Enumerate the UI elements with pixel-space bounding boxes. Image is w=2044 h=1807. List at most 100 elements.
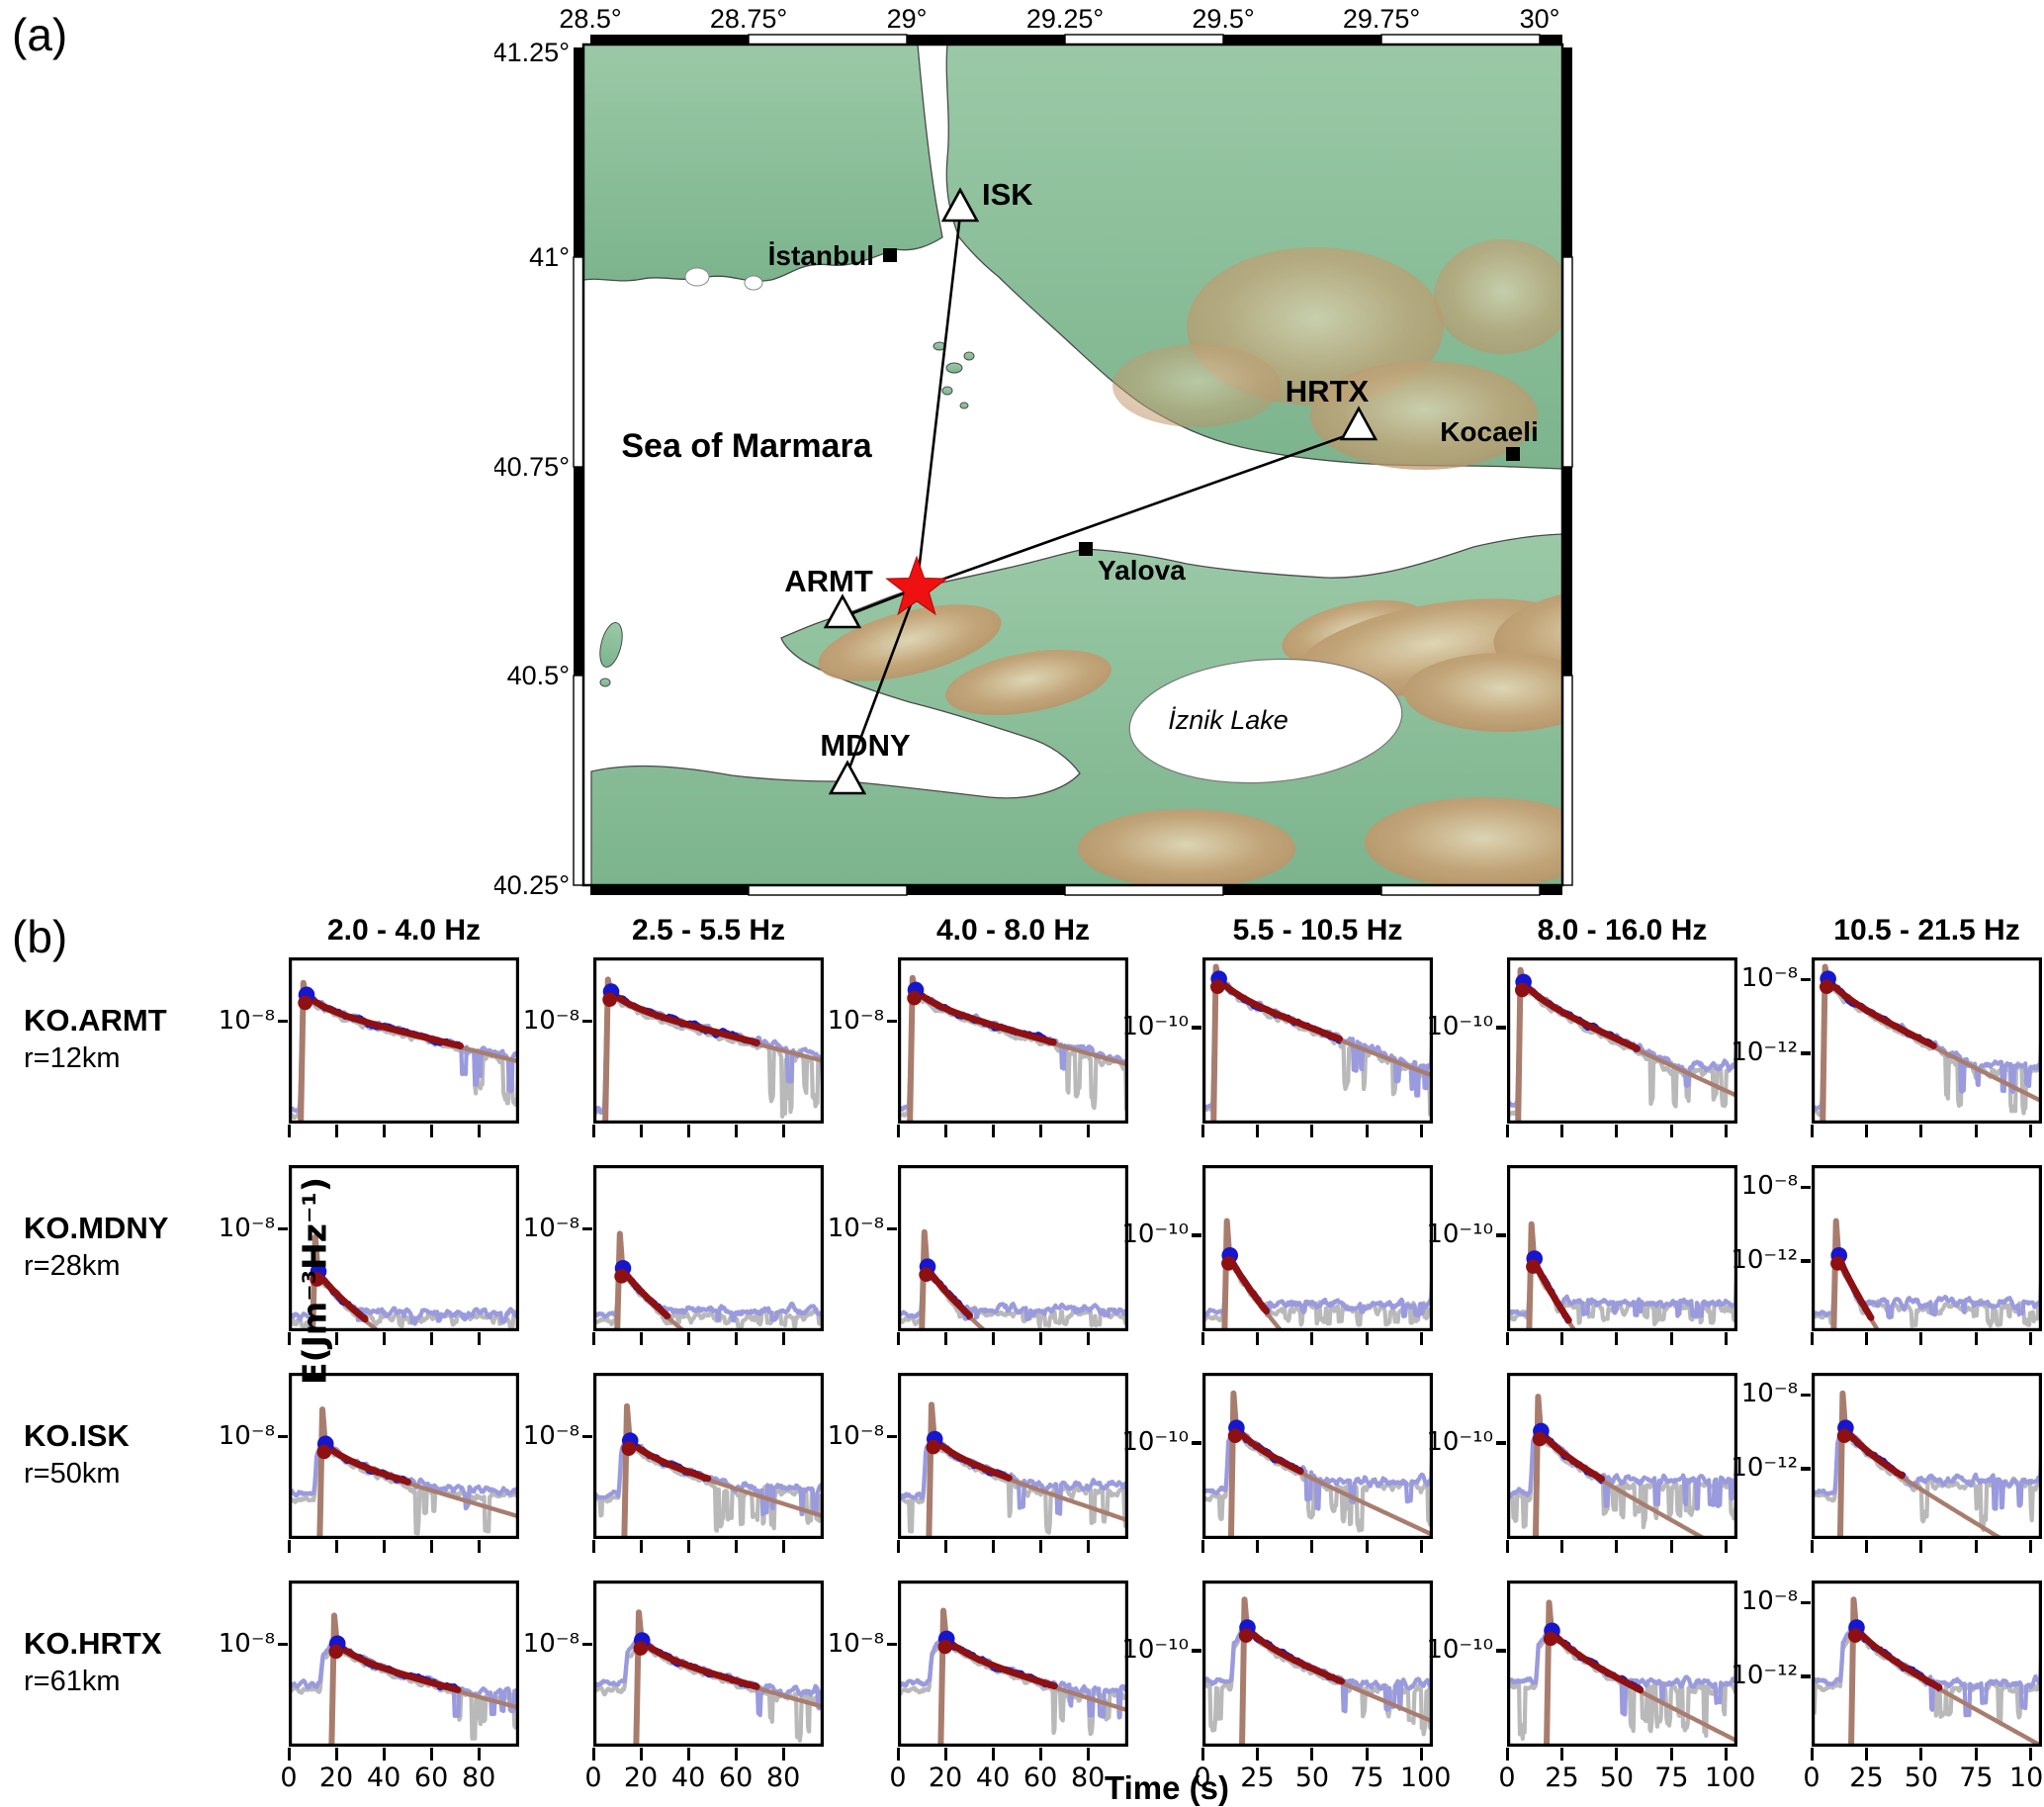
y-tick-label: 10⁻¹² — [1731, 1452, 1798, 1483]
y-tick-label: 10⁻⁸ — [218, 1005, 275, 1036]
plot-border — [289, 1165, 519, 1331]
model-peak-marker — [1830, 1256, 1845, 1271]
y-tick-label: 10⁻¹⁰ — [1121, 1012, 1189, 1042]
model-onset-spike — [614, 1230, 626, 1331]
envelope-plot — [1812, 1581, 2042, 1747]
model-peak-marker — [1836, 1428, 1852, 1444]
envelope-plot-cell: 10⁻⁸ — [219, 957, 519, 1169]
model-fit-line — [1547, 1627, 1644, 1694]
x-tick-mark — [1365, 1332, 1369, 1345]
x-tick-label: 60 — [718, 1762, 754, 1793]
x-tick-mark — [1559, 1125, 1563, 1137]
x-tick-mark — [1974, 1125, 1978, 1137]
x-tick-label: 20 — [928, 1762, 963, 1793]
model-fit-line — [605, 987, 760, 1046]
y-tick-mark — [1801, 1600, 1811, 1605]
plot-border — [593, 1165, 824, 1331]
y-tick-label: 10⁻⁸ — [218, 1420, 275, 1451]
x-tick-mark — [686, 1540, 690, 1553]
lon-tick-label: 29.25° — [1026, 4, 1104, 34]
model-onset-spike — [1227, 1390, 1239, 1539]
model-peak-marker — [614, 1269, 629, 1284]
smoothed-envelope-line — [898, 1633, 1128, 1720]
x-tick-mark — [639, 1125, 643, 1137]
x-tick-mark — [991, 1332, 995, 1345]
model-onset-spike — [1544, 1599, 1555, 1747]
model-peak-marker — [1227, 1428, 1243, 1444]
x-tick-label: 75 — [1959, 1762, 1994, 1793]
x-tick-mark — [477, 1540, 481, 1553]
envelope-plot — [1507, 1581, 1737, 1747]
envelope-plot — [1507, 1165, 1737, 1331]
column-header: 10.5 - 21.5 Hz — [1833, 914, 2020, 947]
plot-border — [898, 957, 1128, 1124]
model-fit-line — [1518, 978, 1641, 1052]
x-tick-mark — [1974, 1332, 1978, 1345]
plot-border — [289, 1581, 519, 1747]
y-tick-mark — [887, 1642, 897, 1647]
x-tick-mark — [1669, 1540, 1673, 1553]
x-tick-mark — [781, 1125, 785, 1137]
x-tick-mark — [1505, 1748, 1509, 1761]
x-tick-mark — [991, 1540, 995, 1553]
x-tick-mark — [781, 1332, 785, 1345]
x-tick-label: 0 — [280, 1762, 298, 1793]
row-station-label: KO.HRTX — [24, 1626, 162, 1661]
y-tick-mark — [1496, 1026, 1506, 1030]
station-label-armt: ARMT — [784, 564, 873, 598]
x-tick-mark — [591, 1540, 595, 1553]
raypaths — [842, 214, 1360, 774]
smoothed-envelope-line — [1812, 1622, 2042, 1718]
envelope-plot-cell: 10⁻⁸ — [523, 957, 824, 1169]
x-tick-mark — [477, 1125, 481, 1137]
x-tick-mark — [1864, 1540, 1868, 1553]
x-tick-mark — [429, 1125, 433, 1137]
x-tick-mark — [1864, 1125, 1868, 1137]
x-tick-mark — [429, 1540, 433, 1553]
row-station-label: KO.MDNY — [24, 1211, 169, 1245]
model-fit-line — [930, 1435, 1013, 1482]
envelope-plot-cell: 0 20 40 60 80 10⁻⁸ — [219, 1581, 519, 1793]
sea-label: Sea of Marmara — [621, 427, 872, 465]
x-tick-mark — [639, 1540, 643, 1553]
model-envelope-line — [913, 989, 1128, 1067]
x-tick-mark — [1505, 1125, 1509, 1137]
envelope-plot-cell: 10⁻⁸ — [828, 957, 1128, 1169]
map-content — [583, 45, 1562, 885]
y-tick-label: 10⁻⁸ — [1740, 1171, 1798, 1202]
plot-border — [1812, 1581, 2042, 1747]
envelope-plot-cell: 10⁻⁸ — [523, 1373, 824, 1584]
x-tick-mark — [734, 1748, 738, 1761]
raw-envelope-line — [898, 1641, 1128, 1737]
model-fit-line — [1851, 1623, 1943, 1691]
x-tick-label: 80 — [1070, 1762, 1106, 1793]
model-peak-marker — [919, 1267, 933, 1283]
x-tick-mark — [1505, 1332, 1509, 1345]
y-tick-label: 10⁻⁸ — [827, 1420, 884, 1451]
model-envelope-line — [608, 991, 824, 1063]
envelope-plot-cell: 10⁻⁸ 10⁻¹² — [1731, 1165, 2042, 1377]
x-tick-mark — [1310, 1540, 1314, 1553]
x-tick-label: 75 — [1654, 1762, 1689, 1793]
epicenter-star — [885, 555, 948, 616]
x-tick-mark — [1365, 1540, 1369, 1553]
model-peak-marker — [310, 1272, 324, 1287]
city-label-yalova: Yalova — [1098, 555, 1186, 586]
lat-tick-label: 41° — [529, 242, 570, 272]
x-tick-label: 100 — [1399, 1762, 1452, 1793]
x-tick-mark — [429, 1748, 433, 1761]
lat-tick-label: 40.75° — [494, 452, 570, 482]
raw-envelope-line — [289, 993, 519, 1120]
iznik-lake — [1128, 658, 1403, 784]
x-tick-mark — [781, 1540, 785, 1553]
x-tick-mark — [1420, 1332, 1424, 1345]
x-tick-mark — [1420, 1540, 1424, 1553]
x-tick-label: 40 — [975, 1762, 1011, 1793]
lat-tick-label: 40.5° — [507, 661, 570, 690]
envelope-plot — [1812, 957, 2042, 1124]
plot-border — [1202, 1165, 1433, 1331]
y-tick-mark — [1801, 977, 1811, 982]
station-triangles — [823, 187, 1378, 795]
x-tick-mark — [1615, 1748, 1619, 1761]
